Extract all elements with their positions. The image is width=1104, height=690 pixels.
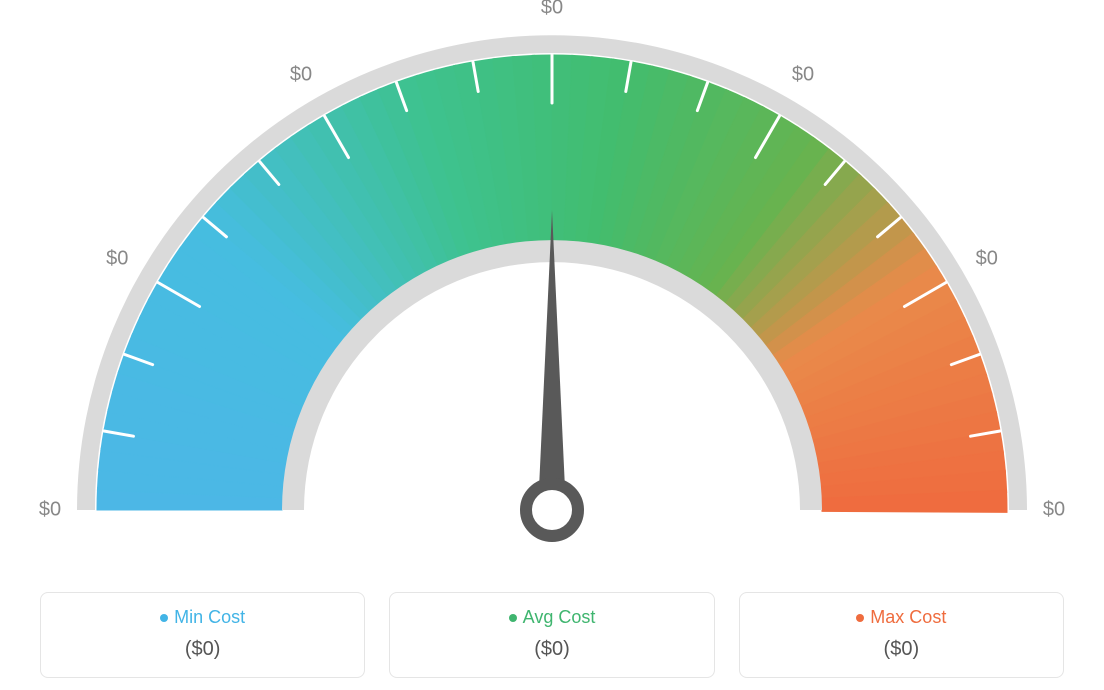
gauge-scale-label: $0 [541, 0, 563, 20]
gauge-scale-label: $0 [1043, 499, 1065, 522]
legend-dot-icon [856, 614, 864, 622]
legend-title-text: Max Cost [870, 607, 946, 628]
legend-title: Min Cost [160, 607, 245, 628]
legend-card: Min Cost ($0) [40, 592, 365, 678]
gauge-scale-label: $0 [976, 248, 998, 271]
legend-title-text: Min Cost [174, 607, 245, 628]
legend-value: ($0) [400, 638, 703, 661]
legend-title: Avg Cost [509, 607, 596, 628]
legend-card: Avg Cost ($0) [389, 592, 714, 678]
gauge-svg [0, 0, 1104, 570]
gauge-needle-hub [526, 484, 578, 536]
legend-dot-icon [160, 614, 168, 622]
gauge-scale-label: $0 [106, 248, 128, 271]
legend-title-text: Avg Cost [523, 607, 596, 628]
legend-dot-icon [509, 614, 517, 622]
legend-value: ($0) [51, 638, 354, 661]
legend-title: Max Cost [856, 607, 946, 628]
gauge-scale-label: $0 [290, 64, 312, 87]
gauge-scale-label: $0 [39, 499, 61, 522]
gauge-scale-label: $0 [792, 64, 814, 87]
legend-card: Max Cost ($0) [739, 592, 1064, 678]
gauge-chart: $0 $0 $0 $0 $0 $0 $0 [0, 0, 1104, 570]
legend-value: ($0) [750, 638, 1053, 661]
legend-row: Min Cost ($0) Avg Cost ($0) Max Cost ($0) [40, 592, 1064, 678]
